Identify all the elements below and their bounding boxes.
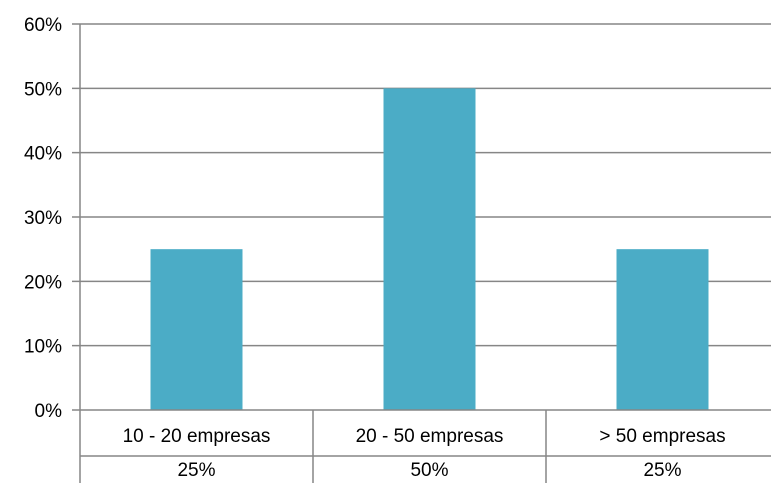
- bar: [616, 249, 709, 410]
- category-label: > 50 empresas: [599, 426, 725, 447]
- data-table-value: 50%: [410, 460, 448, 481]
- data-table-value: 25%: [177, 460, 215, 481]
- y-tick-label: 30%: [24, 208, 62, 229]
- bar: [383, 88, 476, 410]
- bars: [150, 88, 709, 410]
- category-label: 20 - 50 empresas: [356, 426, 504, 447]
- y-tick-label: 0%: [35, 401, 63, 422]
- y-tick-label: 50%: [24, 79, 62, 100]
- category-label: 10 - 20 empresas: [123, 426, 271, 447]
- y-tick-label: 10%: [24, 337, 62, 358]
- y-tick-labels: 0% 10% 20% 30% 40% 50% 60%: [24, 15, 62, 422]
- data-table-value: 25%: [643, 460, 681, 481]
- axes: [72, 24, 771, 483]
- y-tick-label: 40%: [24, 144, 62, 165]
- bar: [150, 249, 243, 410]
- y-tick-label: 60%: [24, 15, 62, 36]
- y-tick-label: 20%: [24, 272, 62, 293]
- data-table: 10 - 20 empresas 20 - 50 empresas > 50 emp…: [80, 410, 771, 483]
